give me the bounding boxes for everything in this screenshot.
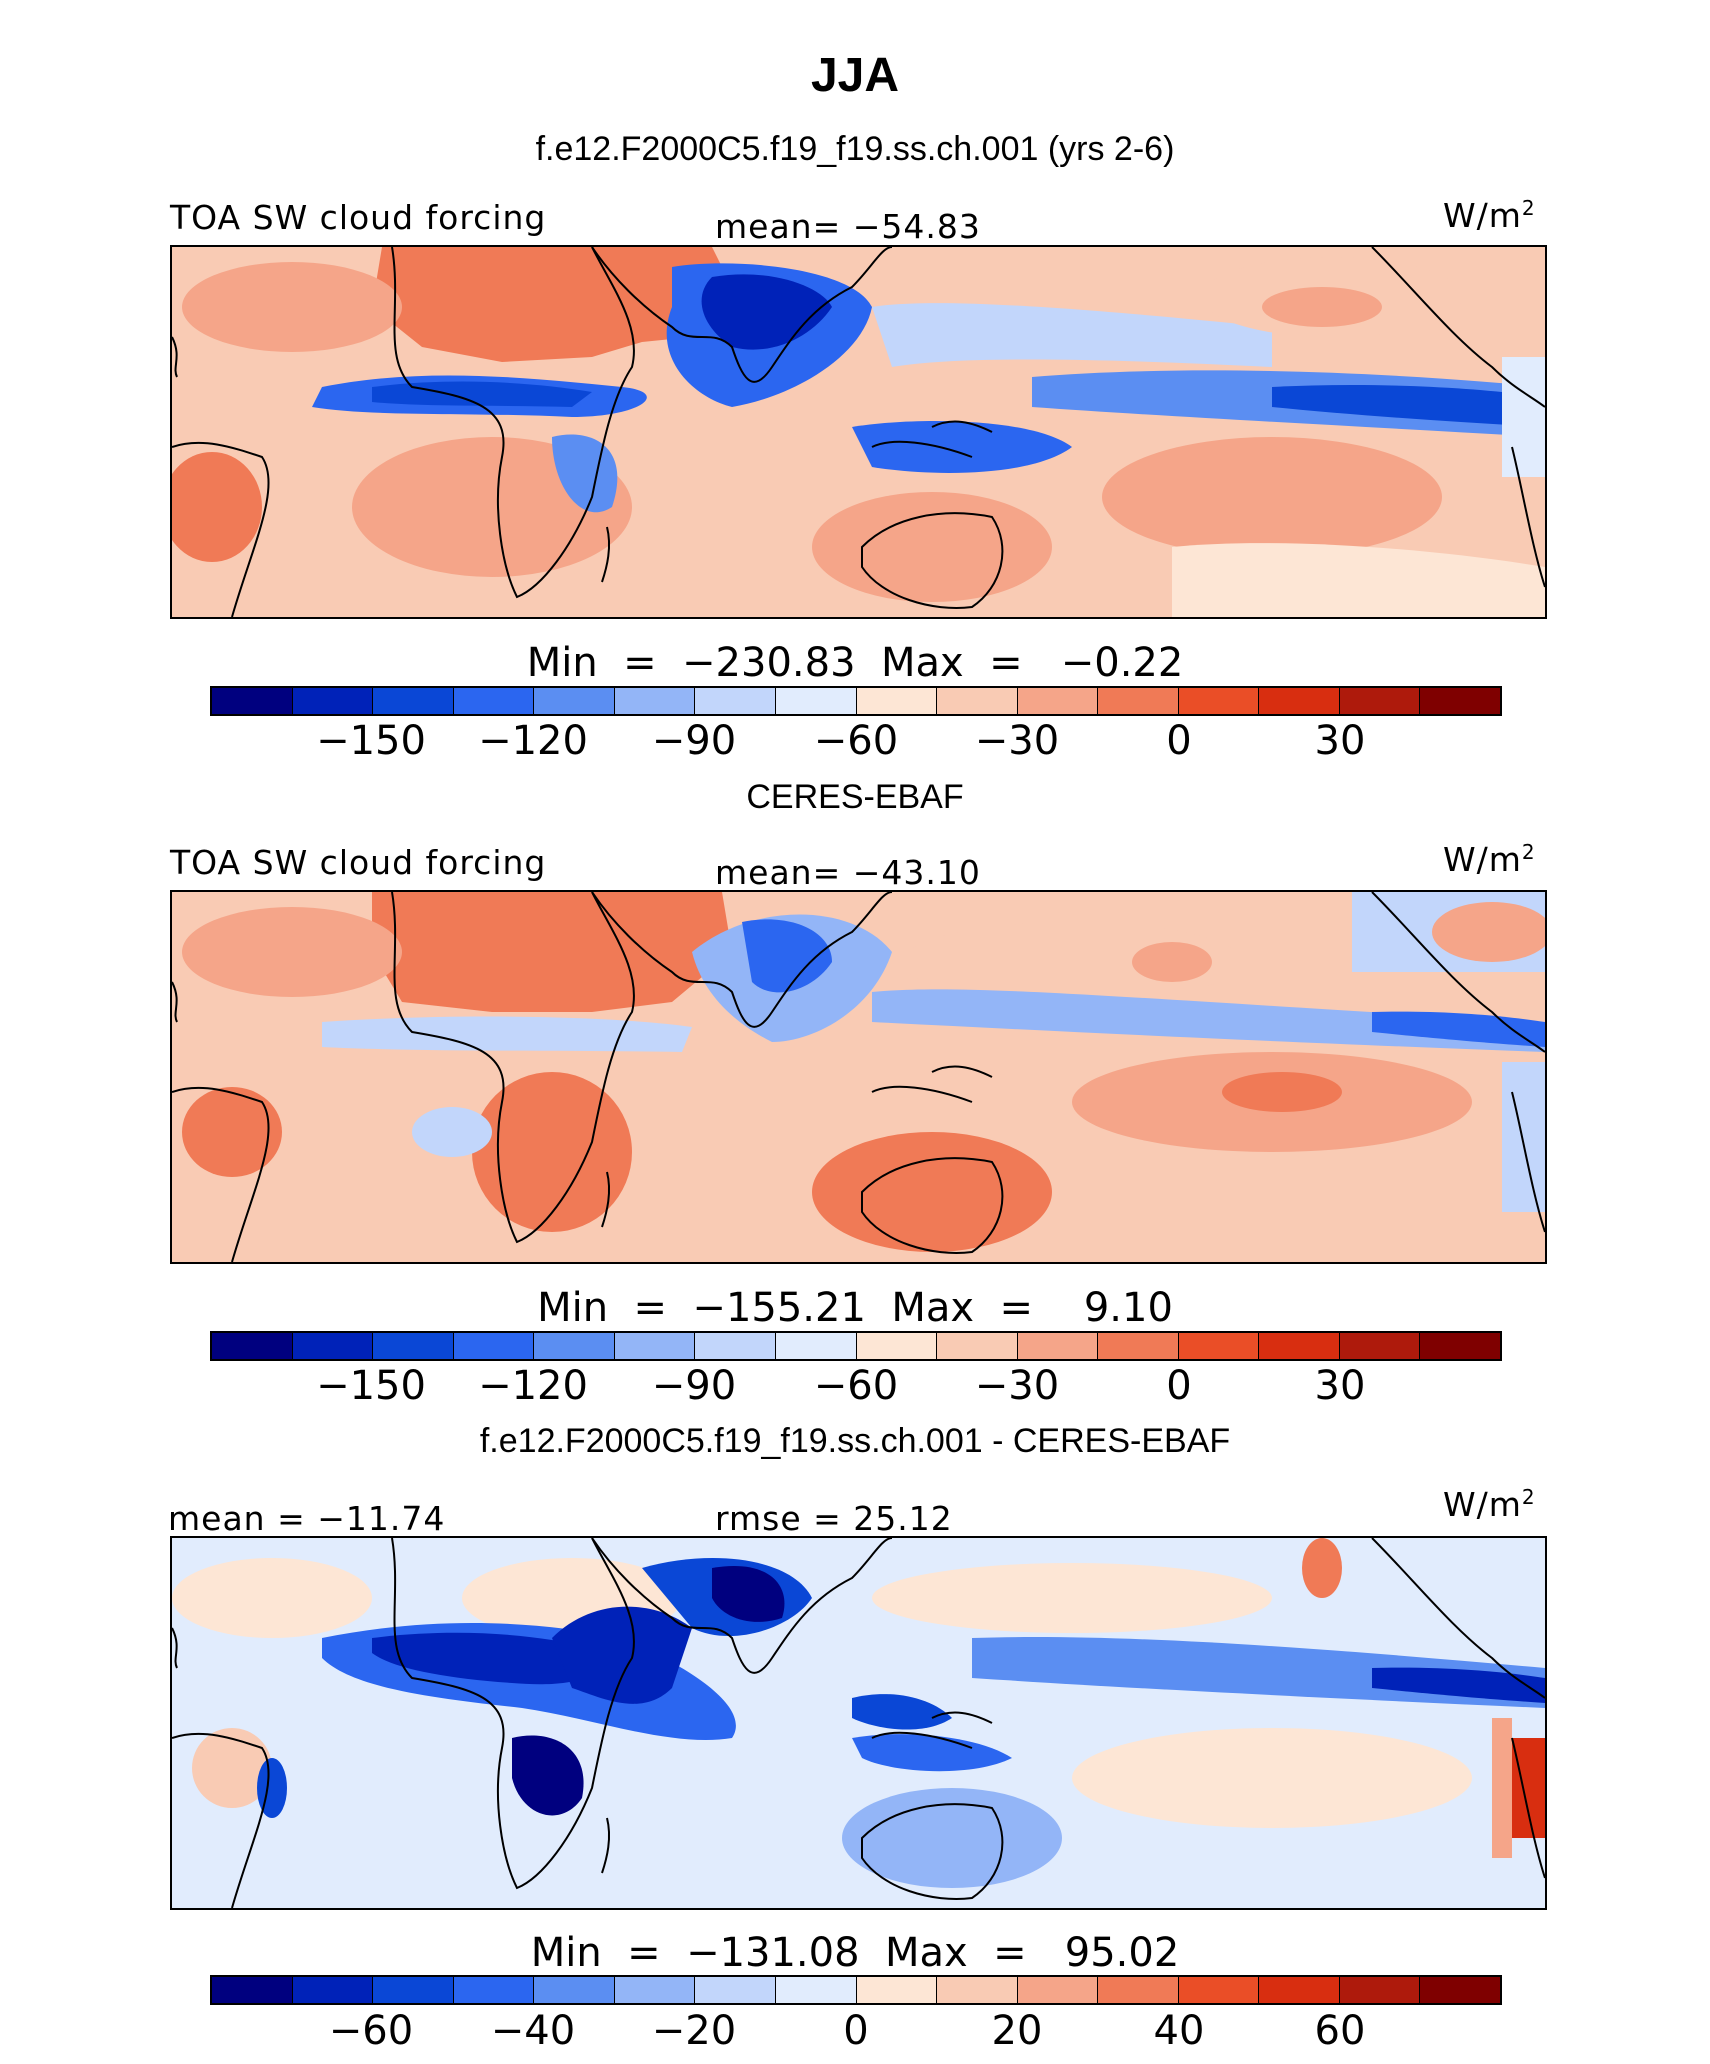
panel-2-units: W/m2 <box>1443 840 1536 879</box>
panel-3-colorbar-tick: 20 <box>991 2008 1043 2054</box>
panel-3-map <box>170 1536 1547 1910</box>
panel-3-colorbar <box>210 1975 1502 2005</box>
panel-1-colorbar-tick: 30 <box>1314 718 1366 764</box>
panel-1-colorbar-tick: −60 <box>813 718 899 764</box>
panel-1-colorbar-tick: −90 <box>651 718 737 764</box>
panel-2-variable-label: TOA SW cloud forcing <box>170 843 547 882</box>
panel-2-header: CERES-EBAF <box>746 778 964 816</box>
panel-2-colorbar-tick: 30 <box>1314 1363 1366 1409</box>
panel-2-colorbar <box>210 1331 1502 1361</box>
panel-1-colorbar-tick: −30 <box>974 718 1060 764</box>
panel-3-colorbar-tick: 0 <box>843 2008 869 2054</box>
panel-1-colorbar <box>210 686 1502 716</box>
panel-2-colorbar-tick: −150 <box>316 1363 426 1409</box>
panel-2-colorbar-tick: 0 <box>1166 1363 1192 1409</box>
panel-3-units: W/m2 <box>1443 1485 1536 1524</box>
panel-3-minmax: Min = −131.08 Max = 95.02 <box>530 1930 1180 1976</box>
panel-1-mean-label: mean= −54.83 <box>715 207 981 246</box>
panel-1-units: W/m2 <box>1443 196 1536 235</box>
panel-1-colorbar-tick: −120 <box>478 718 588 764</box>
panel-3-colorbar-tick: −20 <box>651 2008 737 2054</box>
panel-3-mean-label: mean = −11.74 <box>168 1499 446 1538</box>
panel-1-colorbar-tick: −150 <box>316 718 426 764</box>
panel-1-variable-label: TOA SW cloud forcing <box>170 198 547 237</box>
panel-3-colorbar-tick: 40 <box>1153 2008 1205 2054</box>
panel-2-map <box>170 890 1547 1264</box>
panel-1-map <box>170 245 1547 619</box>
panel-2-colorbar-tick: −30 <box>974 1363 1060 1409</box>
panel-2-mean-label: mean= −43.10 <box>715 853 981 892</box>
panel-2-colorbar-tick: −90 <box>651 1363 737 1409</box>
panel-3-header: f.e12.F2000C5.f19_f19.ss.ch.001 - CERES-… <box>479 1422 1231 1460</box>
panel-2-minmax: Min = −155.21 Max = 9.10 <box>537 1285 1173 1331</box>
figure-title: JJA <box>810 49 900 102</box>
panel-1-header: f.e12.F2000C5.f19_f19.ss.ch.001 (yrs 2-6… <box>535 130 1175 168</box>
panel-2-colorbar-tick: −60 <box>813 1363 899 1409</box>
panel-2-colorbar-tick: −120 <box>478 1363 588 1409</box>
panel-3-rmse-label: rmse = 25.12 <box>715 1499 953 1538</box>
panel-1-minmax: Min = −230.83 Max = −0.22 <box>526 640 1184 686</box>
panel-3-colorbar-tick: −40 <box>490 2008 576 2054</box>
panel-3-colorbar-tick: 60 <box>1314 2008 1366 2054</box>
panel-1-colorbar-tick: 0 <box>1166 718 1192 764</box>
panel-3-colorbar-tick: −60 <box>328 2008 414 2054</box>
